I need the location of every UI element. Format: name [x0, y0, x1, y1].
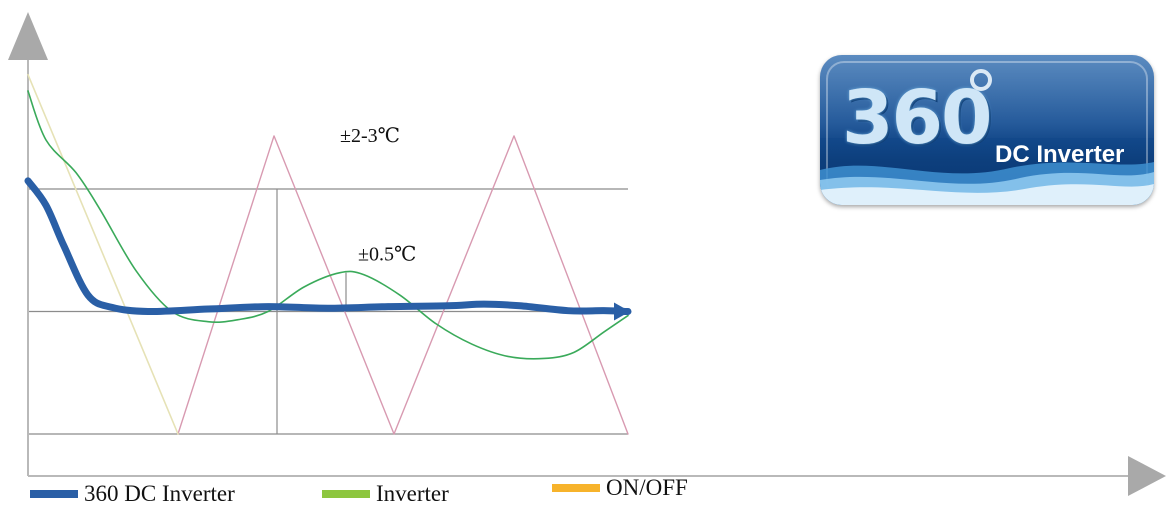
360-dc-inverter-logo: 360 DC Inverter [820, 55, 1154, 205]
legend-label: Inverter [376, 481, 449, 506]
series [24, 73, 632, 435]
legend-swatch [322, 490, 370, 498]
series-line-360-dc-inverter [24, 177, 632, 316]
annotation-label: ±0.5℃ [358, 243, 416, 265]
legend-label: ON/OFF [606, 475, 688, 500]
axes [8, 12, 1166, 496]
legend-item-360-dc-inverter: 360 DC Inverter [30, 482, 235, 506]
y-axis-arrow [8, 12, 48, 60]
legend-item-inverter: Inverter [322, 482, 449, 506]
series-line-inverter [27, 90, 629, 360]
legend-item-on-off: ON/OFF [552, 476, 688, 500]
degree-ring-icon [970, 69, 992, 91]
series-arrowhead [614, 302, 630, 321]
annotation-label: ±2-3℃ [340, 125, 400, 147]
logo-number: 360 [842, 75, 992, 161]
legend-swatch [30, 490, 78, 498]
series-line-unnamed [177, 135, 629, 435]
wave-icon [820, 162, 1154, 205]
legend-swatch [552, 484, 600, 492]
annotations: ±2-3℃ ±0.5℃ [340, 125, 416, 265]
logo-gloss [820, 55, 1154, 138]
legend: 360 DC Inverter Inverter ON/OFF [0, 476, 760, 506]
series-line-on-off [27, 73, 179, 435]
x-axis-arrow [1128, 456, 1166, 496]
legend-label: 360 DC Inverter [84, 481, 235, 506]
